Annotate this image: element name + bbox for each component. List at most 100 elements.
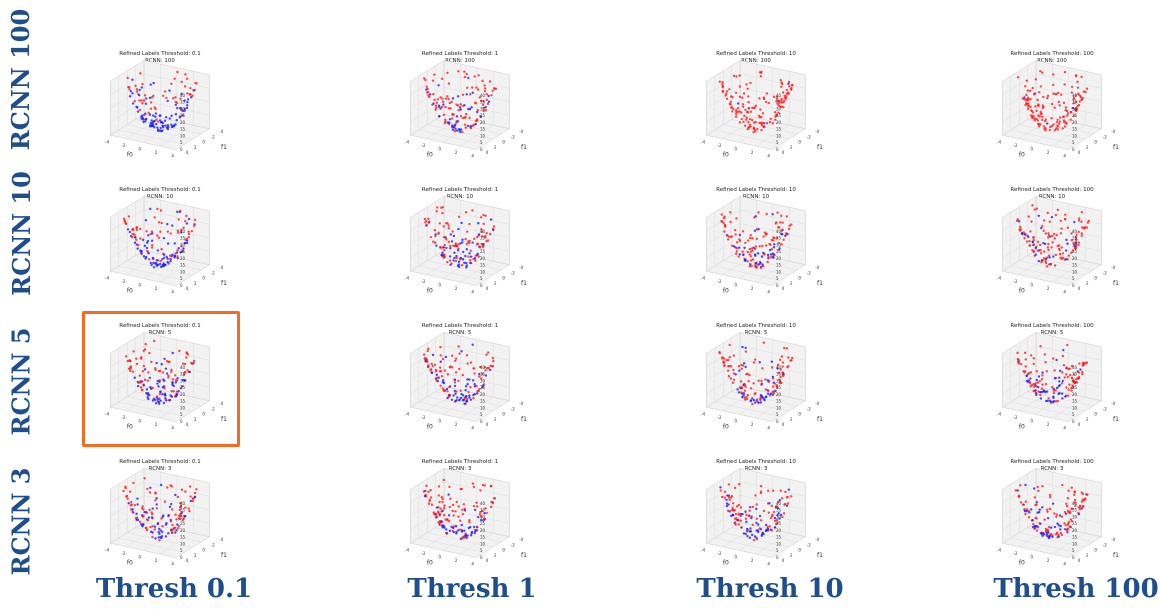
y-axis-label: f1: [221, 280, 227, 287]
data-point-negative: [1024, 233, 1027, 236]
data-point-negative: [453, 256, 456, 260]
data-point-positive: [774, 111, 777, 114]
data-point-positive: [753, 358, 757, 361]
data-point-positive: [445, 532, 448, 535]
grid-line: [159, 207, 194, 283]
data-point-positive: [779, 105, 783, 108]
data-point-positive: [761, 112, 765, 115]
data-point-positive: [1047, 254, 1051, 257]
data-point-positive: [451, 503, 455, 507]
data-point-positive: [439, 96, 442, 99]
x-tick-label: 2: [155, 286, 158, 291]
data-point-positive: [457, 108, 460, 112]
data-point-negative: [1061, 397, 1064, 400]
data-point-positive: [478, 246, 482, 249]
data-point-positive: [1075, 381, 1079, 384]
data-point-positive: [749, 255, 753, 258]
data-point-negative: [450, 398, 454, 401]
data-point-positive: [790, 86, 793, 90]
data-point-negative: [149, 486, 152, 489]
data-point-negative: [156, 129, 160, 132]
z-tick-label: 0: [180, 147, 183, 152]
grid-line: [706, 196, 806, 218]
y-tick-label: 0: [202, 412, 205, 417]
x-tick-label: 0: [1031, 419, 1034, 424]
data-point-positive: [1016, 351, 1019, 355]
z-tick-label: 25: [776, 521, 782, 526]
data-point-positive: [729, 365, 733, 368]
data-point-positive: [740, 363, 743, 367]
y-axis-label: f1: [817, 552, 823, 559]
data-point-positive: [476, 526, 479, 529]
data-point-negative: [742, 392, 746, 395]
data-point-negative: [186, 104, 189, 107]
data-point-positive: [1053, 369, 1056, 372]
data-point-positive: [1060, 533, 1064, 537]
data-point-positive: [432, 92, 435, 96]
data-point-positive: [1032, 362, 1035, 366]
data-point-positive: [1070, 364, 1074, 368]
x-axis-label: f0: [723, 152, 729, 159]
grid-line: [143, 67, 178, 143]
data-point-positive: [735, 75, 738, 78]
grid-line: [1067, 74, 1102, 150]
data-point-negative: [1064, 257, 1068, 261]
data-point-negative: [468, 394, 471, 397]
data-point-positive: [754, 391, 757, 395]
data-point-positive: [722, 361, 726, 365]
data-point-positive: [124, 486, 127, 490]
data-point-negative: [156, 382, 159, 385]
data-point-positive: [170, 370, 173, 373]
data-point-positive: [424, 356, 427, 360]
data-point-negative: [439, 107, 442, 110]
data-point-positive: [429, 496, 433, 499]
data-point-positive: [752, 121, 756, 124]
data-point-positive: [1040, 261, 1043, 264]
data-point-positive: [1074, 100, 1078, 104]
data-point-positive: [737, 483, 741, 486]
data-point-negative: [1034, 389, 1037, 392]
data-point-positive: [1023, 237, 1026, 240]
data-point-positive: [438, 523, 441, 527]
data-point-negative: [463, 529, 466, 532]
data-point-positive: [488, 80, 492, 83]
grid-line: [118, 484, 185, 553]
data-point-negative: [428, 93, 432, 96]
data-point-negative: [441, 379, 445, 382]
data-point-negative: [444, 236, 447, 239]
data-point-positive: [175, 518, 178, 521]
data-point-positive: [721, 80, 724, 84]
data-point-positive: [772, 95, 776, 99]
data-point-negative: [150, 239, 154, 242]
data-point-positive: [786, 502, 790, 505]
data-point-negative: [779, 513, 783, 517]
data-point-negative: [437, 104, 441, 107]
y-tick-label: -4: [815, 129, 819, 134]
data-point-positive: [141, 505, 144, 508]
data-point-positive: [1062, 101, 1066, 105]
data-point-negative: [177, 390, 180, 393]
y-tick-label: 4: [1078, 422, 1081, 427]
data-point-positive: [139, 227, 142, 231]
data-point-positive: [1076, 86, 1080, 89]
data-point-positive: [765, 232, 768, 235]
data-point-positive: [129, 366, 133, 369]
data-point-negative: [151, 114, 155, 117]
data-point-positive: [733, 486, 737, 490]
data-point-positive: [1032, 243, 1035, 246]
grid-line: [435, 473, 502, 543]
data-point-negative: [1045, 399, 1048, 403]
data-point-positive: [491, 364, 494, 368]
data-point-negative: [759, 528, 763, 531]
x-axis-label: f0: [723, 560, 729, 567]
data-point-positive: [781, 365, 784, 368]
data-point-positive: [744, 124, 747, 127]
y-tick-label: -2: [1103, 542, 1107, 547]
data-point-positive: [440, 97, 444, 100]
data-point-negative: [742, 532, 746, 535]
z-tick-label: 10: [776, 541, 782, 546]
data-point-positive: [1066, 527, 1070, 530]
data-point-negative: [1064, 249, 1068, 252]
data-point-negative: [780, 232, 784, 236]
